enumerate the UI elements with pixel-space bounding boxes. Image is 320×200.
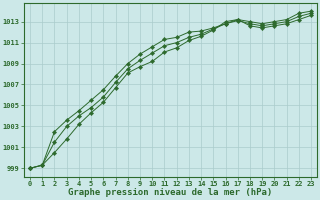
X-axis label: Graphe pression niveau de la mer (hPa): Graphe pression niveau de la mer (hPa): [68, 188, 273, 197]
